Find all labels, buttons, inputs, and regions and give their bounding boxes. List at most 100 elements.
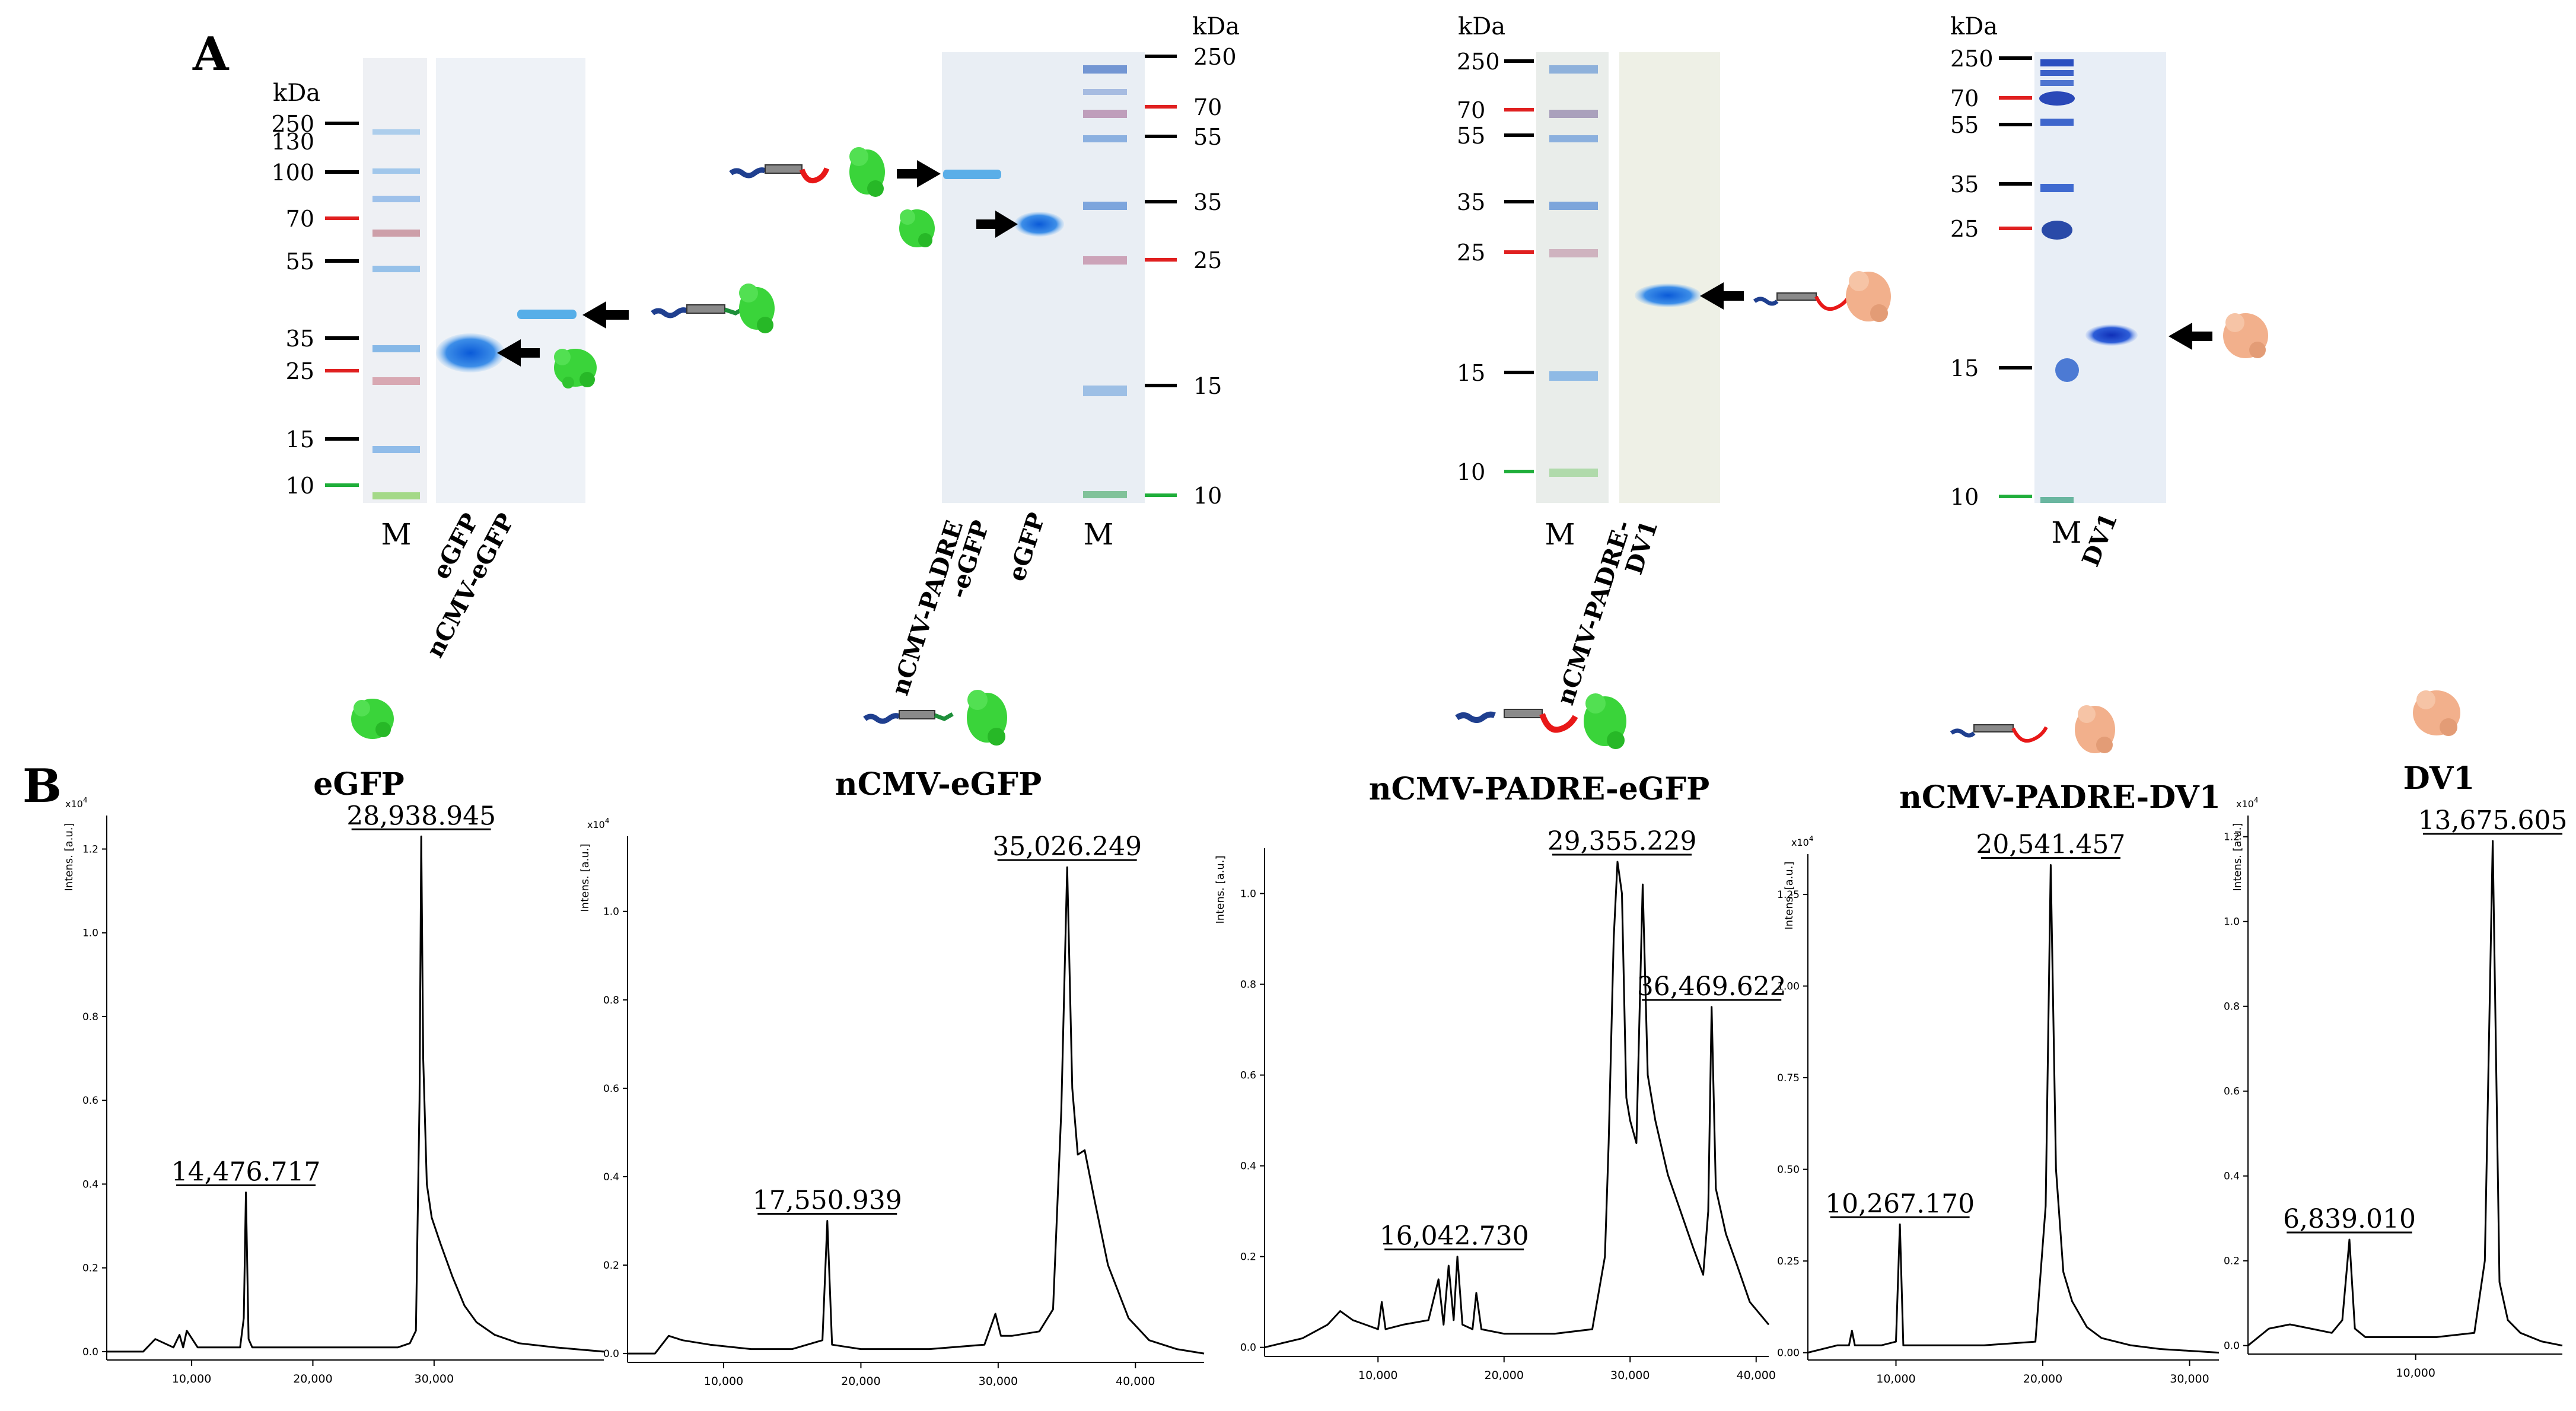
gel4-marker-label-15: 15 (1950, 355, 1979, 381)
panel-a-label: A (192, 27, 230, 81)
spectrum-title-dv1: DV1 (2403, 760, 2475, 797)
gel1-marker-label-130: 130 (271, 129, 314, 155)
x-tick-label: 20,000 (2023, 1372, 2062, 1385)
spectrum-plot-ncmv-padre-dv1: Intens. [a.u.] x104 0.00 0.25 0.50 0.75 1.00 1.… (1777, 830, 2220, 1385)
y-tick-label: 0.50 (1777, 1164, 1800, 1176)
arrow-icon (897, 160, 941, 187)
y-tick-label: 0.0 (603, 1348, 619, 1360)
y-tick-label: 1.0 (603, 906, 619, 918)
spectrum-plot-ncmv-egfp: Intens. [a.u.] x104 0.0 0.2 0.4 0.6 0.8 1.0 10,0… (579, 817, 1205, 1388)
y-axis-exponent: x104 (2236, 796, 2258, 810)
ncmv-padre-egfp-construct-icon (729, 147, 885, 197)
gel1-marker-label-15: 15 (286, 426, 314, 453)
x-tick-label: 20,000 (293, 1372, 332, 1385)
spectrum-plot-egfp: Intens. [a.u.] x104 0.0 0.2 0.4 0.6 0.8 1.0 1.2 1… (63, 796, 604, 1385)
gel4-marker-label-25: 25 (1950, 216, 1979, 242)
y-tick-label: 0.8 (2224, 1001, 2240, 1013)
y-tick-label: 0.0 (1240, 1342, 1256, 1354)
spectrum-title-ncmv-padre-egfp: nCMV-PADRE-eGFP (1369, 771, 1710, 807)
gel4-kda-label: kDa (1950, 13, 1998, 40)
y-axis-exponent: x104 (587, 817, 609, 830)
gel2-lane-padre-egfp-line1: nCMV-PADRE (886, 517, 969, 699)
gel2-marker-label-250: 250 (1193, 44, 1237, 70)
y-tick-label: 0.2 (1240, 1251, 1256, 1263)
spectra-protein-icons (351, 690, 2460, 753)
spectrum-trace (1264, 861, 1770, 1349)
y-tick-label: 1.2 (82, 843, 98, 855)
gel3-kda-label: kDa (1458, 13, 1505, 40)
gel3-sample-lane (1619, 52, 1720, 503)
panel-a-annotations (497, 147, 2268, 388)
ncmv-padre-dv1-construct-icon (1753, 271, 1891, 322)
spectrum-trace (2247, 840, 2563, 1347)
peak-label: 16,042.730 (1380, 1221, 1529, 1251)
dv1-protein-icon (2223, 313, 2268, 358)
y-tick-label: 1.0 (82, 928, 98, 939)
gel1-marker-label-70: 70 (286, 206, 314, 232)
gel1-ladder-lane (363, 58, 427, 503)
gel2-marker-label-55: 55 (1193, 124, 1222, 150)
spectrum-trace (107, 835, 604, 1353)
arrow-icon (976, 211, 1018, 238)
gel1-ncmv-egfp-band (517, 310, 577, 319)
gel1-marker-label-10: 10 (286, 473, 314, 499)
gel3-ladder-lane (1536, 52, 1609, 503)
spectrum-trace (628, 866, 1205, 1355)
peak-label: 10,267.170 (1825, 1189, 1975, 1219)
ncmv-egfp-construct-icon (651, 284, 775, 333)
y-tick-label: 0.2 (2224, 1256, 2240, 1267)
y-tick-label: 1.00 (1777, 981, 1800, 993)
y-tick-label: 0.00 (1777, 1348, 1800, 1359)
gel1-marker-label-55: 55 (286, 249, 314, 275)
peak-label: 6,839.010 (2283, 1204, 2416, 1234)
egfp-protein-icon (554, 349, 597, 388)
gel4-marker-label-55: 55 (1950, 112, 1979, 138)
y-tick-label: 0.6 (1240, 1070, 1256, 1082)
gel4-dv1-band (2085, 324, 2138, 346)
y-axis-label: Intens. [a.u.] (1783, 861, 1795, 929)
y-tick-label: 1.2 (2224, 832, 2240, 843)
gel1-marker-label-35: 35 (286, 326, 314, 352)
gel3-dv1-band (1635, 284, 1701, 307)
y-tick-label: 0.25 (1777, 1256, 1800, 1267)
spectrum-plot-dv1: Intens. [a.u.] x104 0.0 0.2 0.4 0.6 0.8 1.0 1.2 1… (2224, 796, 2568, 1380)
gel4-marker-label-250: 250 (1950, 46, 1994, 72)
spectrum-title-ncmv-padre-dv1: nCMV-PADRE-DV1 (1899, 779, 2221, 816)
y-tick-label: 0.4 (603, 1171, 619, 1183)
egfp-protein-icon (899, 209, 935, 247)
x-tick-label: 10,000 (1876, 1372, 1915, 1385)
y-tick-label: 0.6 (82, 1095, 98, 1107)
gel3-lane-m: M (1545, 517, 1575, 552)
y-tick-label: 0.8 (1240, 979, 1256, 991)
arrow-icon (582, 301, 629, 329)
x-tick-label: 10,000 (2396, 1367, 2435, 1380)
peak-label: 13,675.605 (2418, 805, 2568, 836)
spectrum-trace (1807, 864, 2220, 1354)
y-axis-label: Intens. [a.u.] (579, 843, 591, 912)
gel2-padre-egfp-band (943, 170, 1001, 179)
y-tick-label: 1.0 (1240, 888, 1256, 900)
y-tick-label: 0.8 (603, 995, 619, 1007)
gel3-marker-label-70: 70 (1457, 97, 1485, 123)
gel1-kda-label: kDa (273, 79, 320, 107)
arrow-icon (2169, 323, 2212, 350)
spectrum-title-egfp: eGFP (313, 766, 405, 802)
x-tick-label: 10,000 (172, 1372, 211, 1385)
peak-label: 20,541.457 (1976, 830, 2125, 860)
gel2-kda-label: kDa (1192, 13, 1240, 40)
gel3-marker-label-25: 25 (1457, 240, 1485, 266)
ncmv-padre-dv1-construct-icon (1950, 705, 2115, 753)
y-tick-label: 0.6 (2224, 1086, 2240, 1098)
gel4-lane-dv1: DV1 (2077, 509, 2123, 571)
gel2-gel (942, 52, 1145, 503)
spectrum-title-ncmv-egfp: nCMV-eGFP (835, 766, 1042, 802)
gel4-marker-label-70: 70 (1950, 85, 1979, 112)
x-tick-label: 30,000 (2170, 1372, 2209, 1385)
y-axis-exponent: x104 (1791, 835, 1813, 848)
peak-label: 17,550.939 (753, 1185, 902, 1215)
